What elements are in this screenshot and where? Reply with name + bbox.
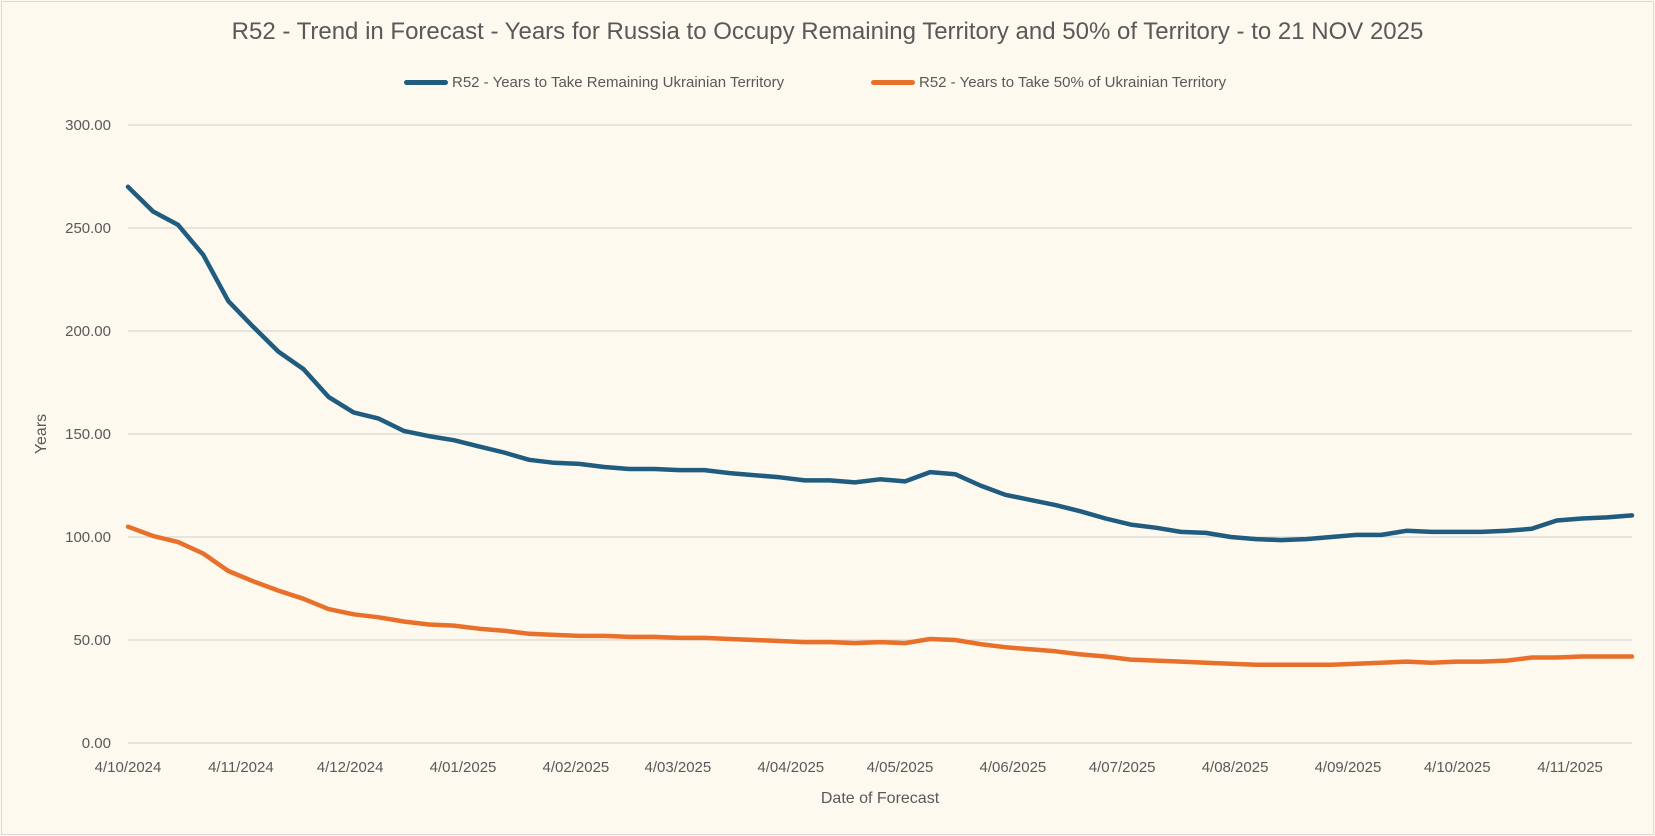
x-tick-label: 4/01/2025 bbox=[430, 759, 497, 776]
y-tick-label: 150.00 bbox=[65, 426, 111, 443]
y-tick-label: 200.00 bbox=[65, 323, 111, 340]
x-tick-label: 4/03/2025 bbox=[645, 759, 712, 776]
x-tick-label: 4/11/2025 bbox=[1537, 759, 1603, 776]
legend-swatch-remaining bbox=[404, 80, 448, 85]
x-tick-label: 4/02/2025 bbox=[543, 759, 610, 776]
x-axis-title: Date of Forecast bbox=[821, 790, 940, 807]
x-tick-label: 4/09/2025 bbox=[1315, 759, 1382, 776]
x-tick-label: 4/04/2025 bbox=[757, 759, 824, 776]
x-tick-label: 4/10/2024 bbox=[95, 759, 162, 776]
chart-legend: R52 - Years to Take Remaining Ukrainian … bbox=[0, 74, 1655, 96]
series-line-remaining bbox=[125, 184, 1635, 543]
x-tick-label: 4/06/2025 bbox=[980, 759, 1047, 776]
y-tick-label: 250.00 bbox=[65, 220, 111, 237]
y-tick-label: 300.00 bbox=[65, 117, 111, 134]
y-tick-label: 50.00 bbox=[73, 632, 111, 649]
x-tick-label: 4/11/2024 bbox=[208, 759, 274, 776]
legend-item-remaining: R52 - Years to Take Remaining Ukrainian … bbox=[404, 74, 784, 91]
x-tick-label: 4/05/2025 bbox=[867, 759, 934, 776]
x-tick-label: 4/10/2025 bbox=[1424, 759, 1491, 776]
y-tick-label: 100.00 bbox=[65, 529, 111, 546]
y-tick-label: 0.00 bbox=[82, 735, 111, 752]
chart-title: R52 - Trend in Forecast - Years for Russ… bbox=[231, 18, 1424, 45]
legend-label-fifty-percent: R52 - Years to Take 50% of Ukrainian Ter… bbox=[919, 74, 1227, 91]
y-axis-title: Years bbox=[33, 414, 50, 454]
x-tick-label: 4/08/2025 bbox=[1202, 759, 1269, 776]
legend-swatch-fifty-percent bbox=[871, 80, 915, 85]
x-tick-label: 4/12/2024 bbox=[317, 759, 384, 776]
series-line-fifty-percent bbox=[125, 524, 1635, 667]
legend-label-remaining: R52 - Years to Take Remaining Ukrainian … bbox=[452, 74, 785, 91]
legend-item-fifty-percent: R52 - Years to Take 50% of Ukrainian Ter… bbox=[871, 74, 1226, 91]
x-tick-label: 4/07/2025 bbox=[1089, 759, 1156, 776]
